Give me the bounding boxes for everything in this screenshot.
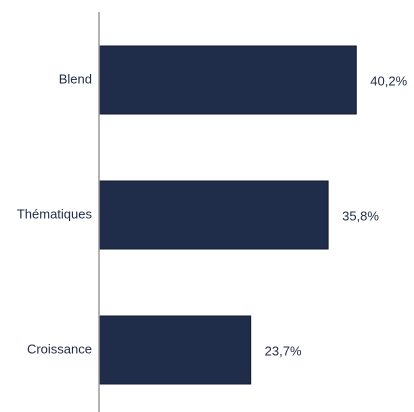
bar-croissance bbox=[98, 315, 252, 385]
category-label-croissance: Croissance bbox=[27, 341, 92, 356]
category-label-blend: Blend bbox=[59, 71, 92, 86]
category-label-thematiques: Thématiques bbox=[17, 206, 93, 221]
value-label-thematiques: 35,8% bbox=[342, 208, 379, 223]
category-labels-group: Blend Thématiques Croissance bbox=[17, 71, 93, 356]
value-label-croissance: 23,7% bbox=[265, 343, 302, 358]
value-labels-group: 40,2% 35,8% 23,7% bbox=[265, 73, 408, 358]
bar-blend bbox=[98, 45, 357, 115]
value-label-blend: 40,2% bbox=[370, 73, 407, 88]
bar-thematiques bbox=[98, 180, 329, 250]
bars-group bbox=[98, 45, 357, 385]
